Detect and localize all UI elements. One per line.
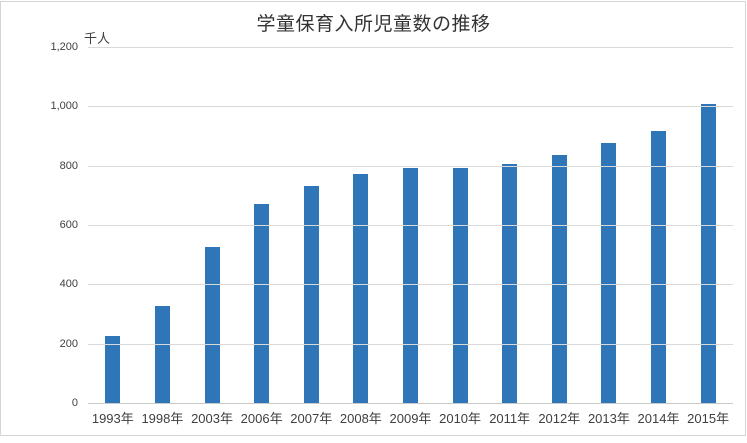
x-tick-label: 2007年	[290, 411, 333, 426]
y-axis-unit-label: 千人	[84, 31, 111, 46]
bar-slot	[435, 48, 485, 404]
bar-2007年	[303, 185, 319, 404]
y-tick-label: 1,000	[50, 100, 78, 113]
x-tick-label: 2010年	[439, 411, 482, 426]
x-tick-label: 1998年	[141, 411, 184, 426]
x-tick-label: 2013年	[587, 411, 630, 426]
bar-2015年	[700, 104, 716, 404]
gridline	[88, 225, 733, 226]
bar-slot	[286, 48, 336, 404]
y-tick-label: 800	[59, 159, 78, 172]
bar-2010年	[452, 168, 468, 404]
bar-slot	[187, 48, 237, 404]
bar-2014年	[651, 131, 666, 404]
x-tick-label: 2003年	[191, 411, 233, 426]
x-tick-label: 2014年	[637, 411, 680, 426]
bar-slot	[88, 48, 138, 404]
x-tick-label: 2011年	[489, 411, 531, 426]
bar-slot	[534, 48, 584, 404]
y-tick-label: 1,200	[50, 41, 78, 53]
gridline	[88, 47, 733, 48]
y-tick-label: 0	[71, 397, 78, 409]
bar-1998年	[154, 306, 170, 404]
bar-slot	[386, 48, 436, 404]
y-axis: 0 200 400 600 800 1,000 1,200	[0, 41, 78, 409]
x-tick-label: 1993年	[91, 411, 134, 426]
y-tick-label: 400	[59, 278, 78, 291]
bar-slot	[683, 48, 733, 404]
x-tick-label: 2009年	[389, 411, 432, 426]
x-axis-line	[88, 403, 733, 404]
bar-slot	[584, 48, 634, 404]
bars-layer	[88, 48, 733, 404]
y-tick-label: 600	[59, 219, 78, 231]
bar-slot	[237, 48, 287, 404]
bar-2012年	[551, 154, 567, 404]
bar-2008年	[353, 174, 369, 404]
bar-2013年	[601, 142, 617, 404]
gridline	[88, 284, 733, 286]
bar-slot	[485, 48, 535, 404]
bar-2009年	[402, 168, 418, 404]
chart-title: 学童保育入所児童数の推移	[256, 14, 491, 35]
gridline	[88, 106, 733, 108]
gridline	[88, 343, 733, 345]
bar-slot	[634, 48, 684, 404]
x-tick-label: 2015年	[687, 411, 730, 426]
x-tick-label: 2006年	[240, 411, 283, 426]
x-tick-label: 2012年	[538, 411, 581, 426]
bar-2003年	[204, 246, 220, 404]
x-tick-label: 2008年	[339, 411, 382, 426]
gridline	[88, 165, 733, 167]
bar-slot	[336, 48, 386, 404]
x-axis: 1993年 1998年 2003年 2006年 2007年 2008年 2009年 2010年…	[88, 411, 733, 427]
bar-slot	[138, 48, 188, 404]
y-tick-label: 200	[59, 337, 78, 350]
bar-1993年	[105, 335, 121, 404]
plot-area	[88, 47, 733, 404]
bar-2006年	[254, 203, 270, 404]
